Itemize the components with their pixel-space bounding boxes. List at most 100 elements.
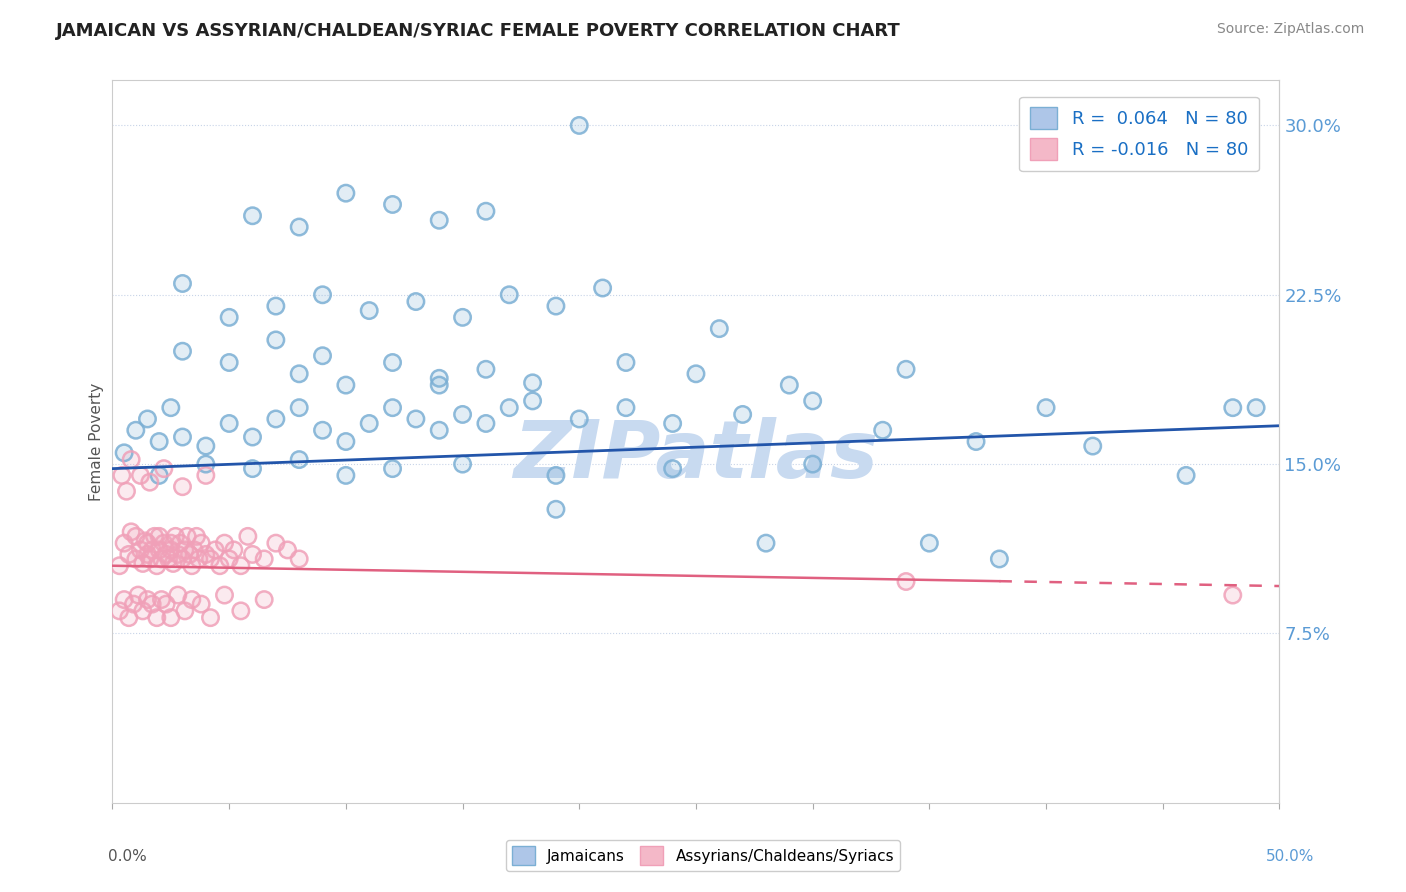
Point	[194, 468, 217, 483]
Point	[568, 412, 591, 426]
Point	[335, 186, 357, 201]
Point	[218, 355, 240, 369]
Point	[218, 552, 240, 566]
Point	[475, 362, 498, 376]
Point	[194, 439, 217, 453]
Point	[427, 423, 450, 437]
Legend: Jamaicans, Assyrians/Chaldeans/Syriacs: Jamaicans, Assyrians/Chaldeans/Syriacs	[506, 840, 900, 871]
Point	[405, 294, 427, 309]
Point	[190, 536, 212, 550]
Point	[180, 558, 202, 573]
Point	[194, 548, 217, 562]
Point	[1175, 468, 1198, 483]
Point	[132, 604, 155, 618]
Point	[165, 529, 187, 543]
Point	[218, 355, 240, 369]
Point	[264, 412, 287, 426]
Point	[186, 529, 208, 543]
Point	[451, 457, 474, 471]
Point	[359, 303, 381, 318]
Point	[146, 610, 169, 624]
Point	[143, 529, 166, 543]
Point	[160, 610, 183, 624]
Point	[112, 592, 135, 607]
Point	[148, 434, 170, 449]
Point	[778, 378, 800, 392]
Point	[801, 457, 824, 471]
Point	[288, 220, 311, 235]
Point	[169, 536, 191, 550]
Point	[405, 412, 427, 426]
Point	[120, 524, 142, 539]
Legend: R =  0.064   N = 80, R = -0.016   N = 80: R = 0.064 N = 80, R = -0.016 N = 80	[1019, 96, 1258, 171]
Point	[264, 412, 287, 426]
Point	[155, 597, 177, 611]
Point	[359, 417, 381, 431]
Point	[173, 604, 195, 618]
Point	[108, 604, 131, 618]
Point	[155, 597, 177, 611]
Point	[253, 592, 276, 607]
Point	[1222, 401, 1244, 415]
Point	[544, 468, 567, 483]
Point	[229, 604, 252, 618]
Point	[894, 362, 917, 376]
Point	[176, 529, 198, 543]
Point	[451, 310, 474, 325]
Point	[544, 299, 567, 313]
Point	[222, 542, 245, 557]
Point	[173, 604, 195, 618]
Point	[335, 186, 357, 201]
Point	[242, 548, 264, 562]
Point	[157, 552, 180, 566]
Point	[475, 362, 498, 376]
Point	[288, 401, 311, 415]
Point	[125, 423, 148, 437]
Point	[172, 430, 194, 444]
Point	[155, 548, 177, 562]
Point	[335, 378, 357, 392]
Point	[214, 536, 236, 550]
Point	[129, 542, 152, 557]
Point	[166, 588, 188, 602]
Point	[194, 457, 217, 471]
Point	[229, 604, 252, 618]
Point	[204, 542, 226, 557]
Point	[498, 287, 520, 301]
Point	[136, 592, 159, 607]
Point	[120, 452, 142, 467]
Point	[172, 344, 194, 359]
Point	[1035, 401, 1057, 415]
Point	[180, 592, 202, 607]
Point	[139, 475, 162, 490]
Point	[242, 461, 264, 475]
Point	[172, 552, 194, 566]
Point	[381, 355, 404, 369]
Point	[214, 588, 236, 602]
Point	[427, 423, 450, 437]
Point	[127, 588, 149, 602]
Point	[918, 536, 941, 550]
Point	[112, 446, 135, 460]
Point	[129, 468, 152, 483]
Point	[122, 597, 145, 611]
Point	[218, 417, 240, 431]
Point	[187, 552, 209, 566]
Point	[125, 529, 148, 543]
Point	[731, 408, 754, 422]
Point	[108, 558, 131, 573]
Point	[155, 548, 177, 562]
Point	[108, 558, 131, 573]
Point	[236, 529, 259, 543]
Point	[214, 536, 236, 550]
Point	[288, 452, 311, 467]
Point	[172, 480, 194, 494]
Point	[229, 558, 252, 573]
Point	[143, 529, 166, 543]
Point	[801, 457, 824, 471]
Point	[120, 452, 142, 467]
Point	[709, 321, 731, 335]
Point	[311, 349, 333, 363]
Point	[359, 417, 381, 431]
Point	[427, 371, 450, 385]
